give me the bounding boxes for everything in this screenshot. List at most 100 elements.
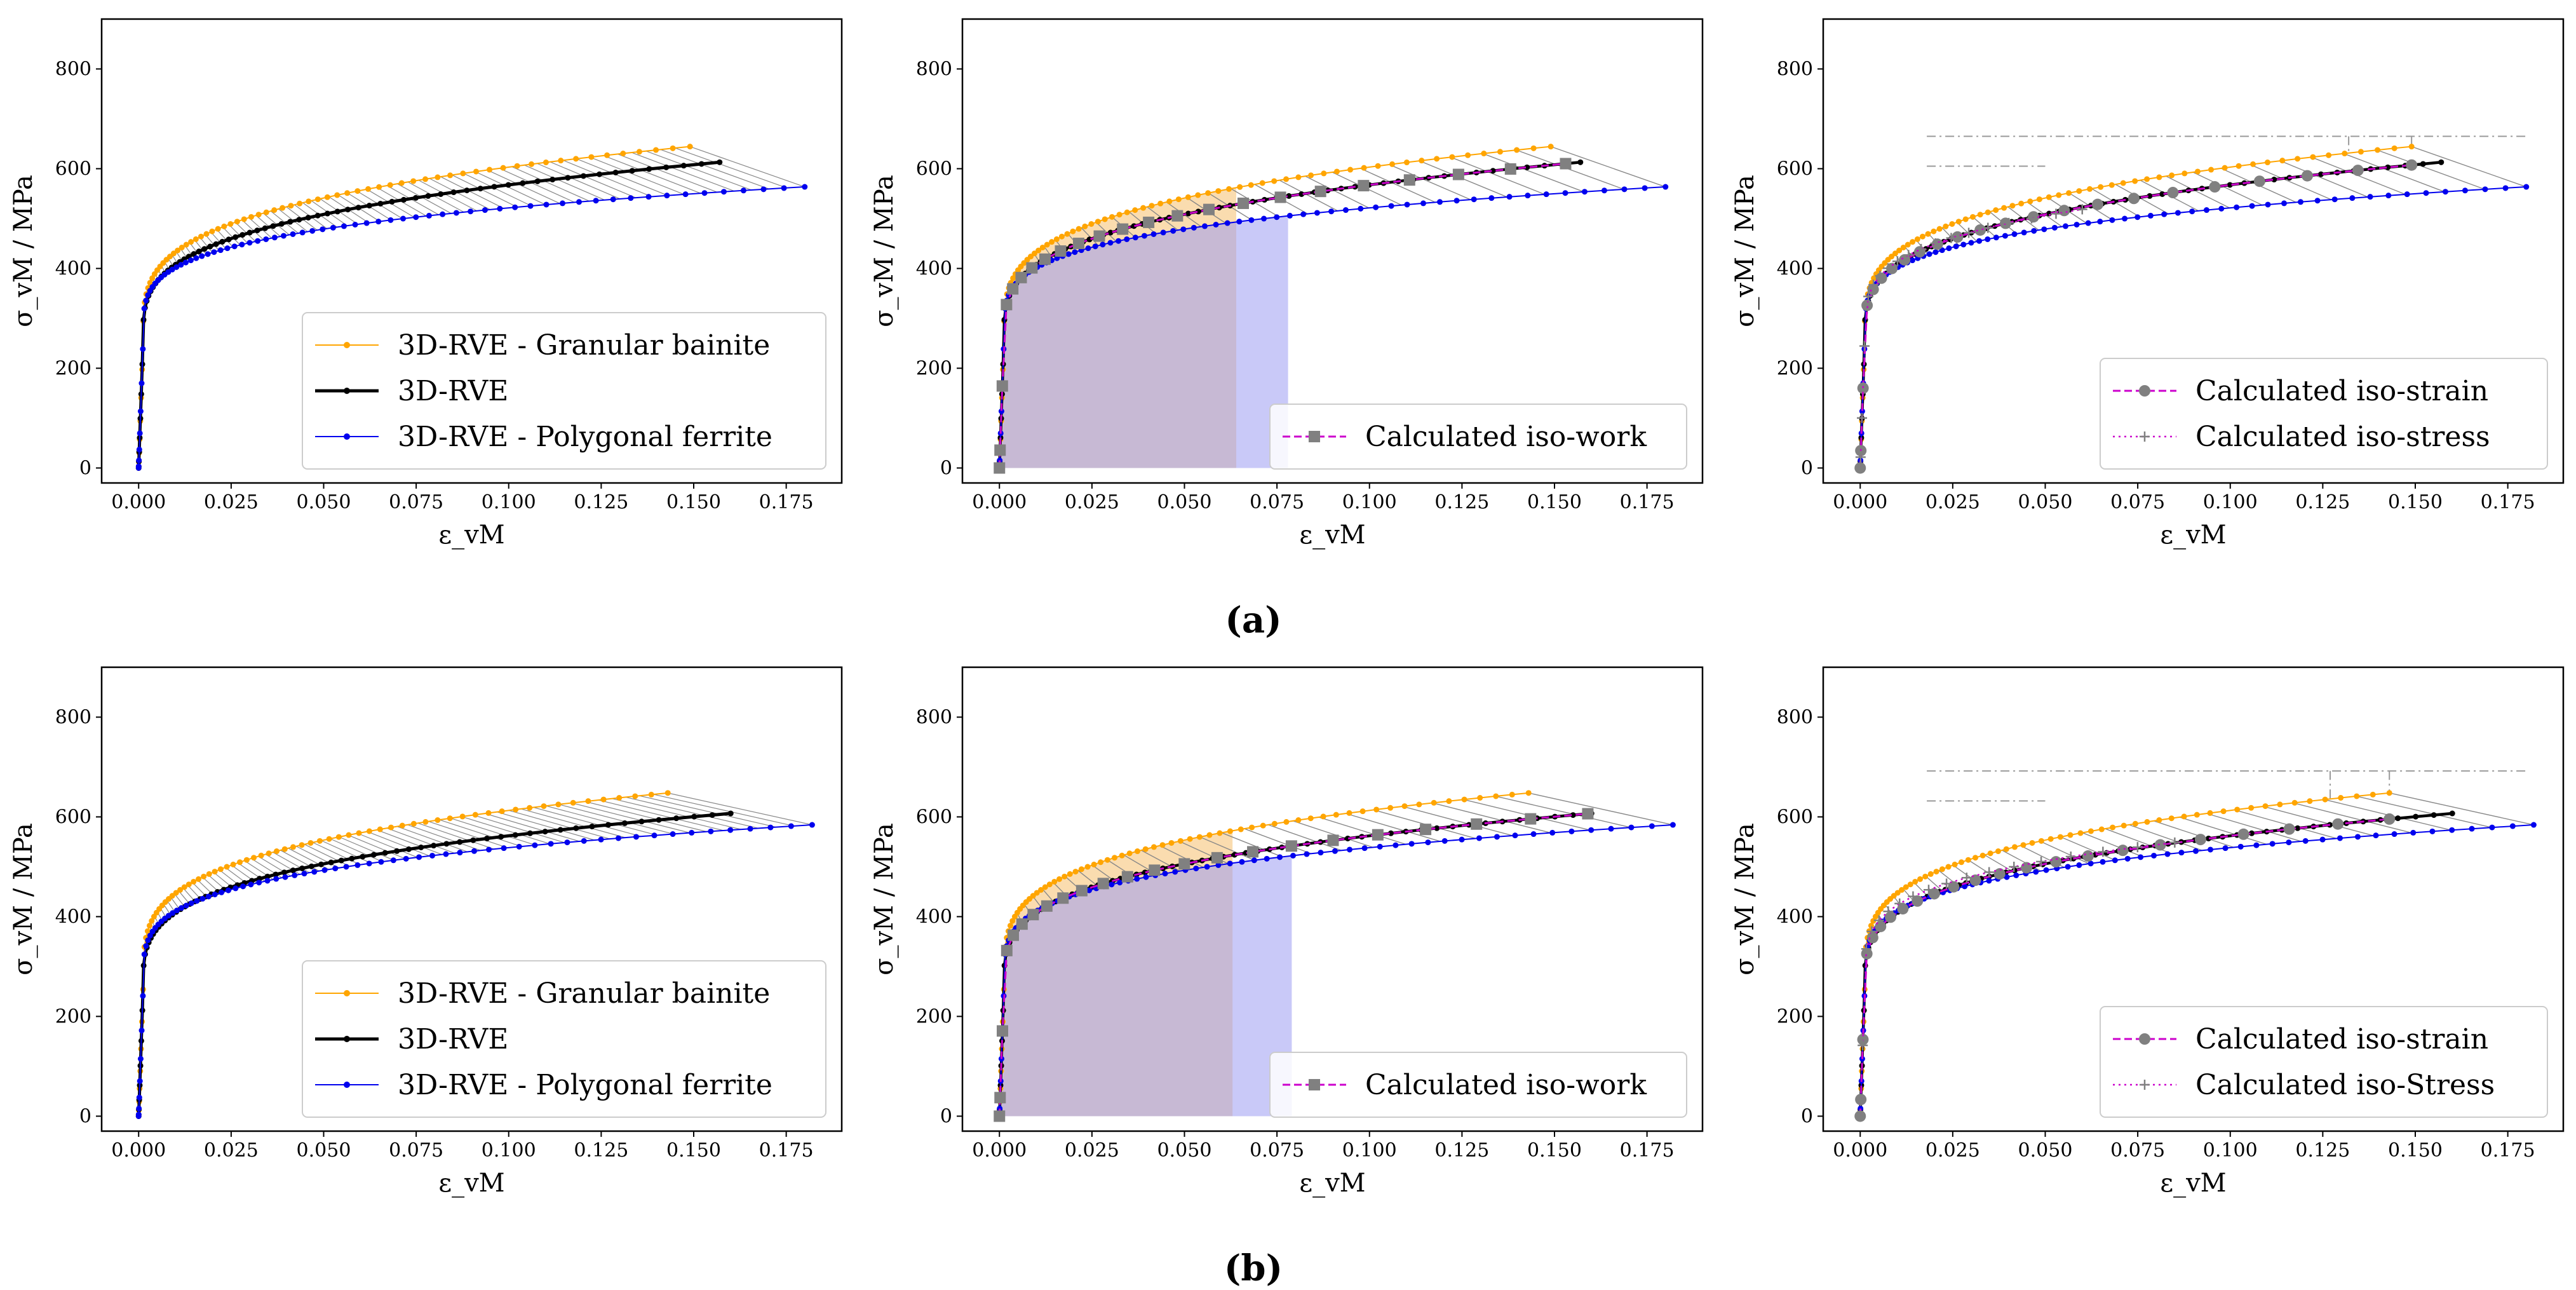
x-tick-label: 0.125 <box>574 491 628 513</box>
point-ferrite <box>138 380 145 386</box>
point-bainite <box>447 815 453 822</box>
legend: Calculated iso-work <box>1269 404 1687 470</box>
point-calc <box>994 462 1006 474</box>
point-bainite <box>1078 866 1084 872</box>
x-tick-label: 0.025 <box>1925 491 1980 513</box>
legend-label: 3D-RVE <box>398 1023 508 1056</box>
point-ferrite <box>1072 249 1078 255</box>
tie-line <box>396 825 468 852</box>
point-calc <box>1452 168 1464 180</box>
point-ferrite <box>501 845 507 852</box>
point-rve <box>1434 825 1440 831</box>
shaded-area-ferrite <box>999 855 1292 1117</box>
point-bainite <box>1035 247 1042 254</box>
point-rve <box>382 850 388 856</box>
y-axis-label: σ_vM / MPa <box>870 175 899 327</box>
point-bainite <box>2386 790 2392 796</box>
point-bainite <box>410 820 417 827</box>
point-ferrite <box>2033 869 2039 875</box>
point-ferrite <box>2031 227 2037 234</box>
point-ferrite <box>2218 205 2225 212</box>
point-calc_stress <box>2098 846 2108 857</box>
point-ferrite <box>1332 848 1338 854</box>
point-calc_stress <box>1858 1040 1868 1050</box>
legend-label: Calculated iso-Stress <box>2195 1069 2495 1101</box>
point-ferrite <box>1239 859 1245 865</box>
point-bainite <box>616 795 623 801</box>
tie-line <box>487 169 560 204</box>
point-bainite <box>2342 151 2348 157</box>
point-bainite <box>258 852 264 859</box>
point-ferrite <box>1224 220 1231 226</box>
point-bainite <box>2169 172 2175 179</box>
axes-frame <box>961 18 1704 484</box>
point-rve <box>412 194 419 201</box>
tie-line <box>611 798 741 830</box>
point-bainite <box>316 838 323 844</box>
point-bainite <box>670 145 676 151</box>
tie-line <box>537 163 621 200</box>
point-ferrite <box>1134 876 1140 882</box>
point-ferrite <box>390 857 396 864</box>
tie-line <box>475 171 546 205</box>
point-ferrite <box>2442 189 2448 195</box>
point-ferrite <box>2076 862 2082 868</box>
point-bainite <box>1481 151 1487 157</box>
point-rve <box>557 827 563 833</box>
point-ferrite <box>2249 203 2255 209</box>
x-tick-label: 0.075 <box>389 1139 443 1162</box>
plot-area <box>135 144 808 471</box>
y-tick-label: 400 <box>916 906 952 928</box>
x-tick-label: 0.050 <box>2018 491 2073 513</box>
tie-line <box>189 242 201 257</box>
point-rve <box>2413 813 2419 820</box>
point-ferrite <box>1274 214 1280 221</box>
point-ferrite <box>689 829 695 836</box>
tie-line <box>584 801 707 832</box>
point-rve <box>389 198 395 205</box>
point-calc_stress <box>1855 463 1866 473</box>
point-bainite <box>2156 817 2162 824</box>
axes-frame <box>1822 666 2565 1132</box>
point-calc <box>1952 231 1964 243</box>
point-calc <box>1016 918 1028 930</box>
point-ferrite <box>188 900 194 906</box>
point-bainite <box>2222 165 2228 171</box>
legend-label: 3D-RVE - Granular bainite <box>398 329 770 362</box>
point-rve <box>1570 812 1576 818</box>
point-bainite <box>1907 881 1913 888</box>
point-ferrite <box>720 189 727 195</box>
point-rve <box>325 210 331 217</box>
plot-area <box>1854 135 2530 474</box>
point-bainite <box>2144 176 2150 182</box>
point-rve <box>262 225 268 231</box>
y-tick-label: 600 <box>55 158 91 180</box>
point-bainite <box>1271 820 1278 827</box>
point-rve <box>470 837 476 843</box>
point-calc <box>1912 895 1924 907</box>
y-tick-label: 400 <box>916 257 952 280</box>
tie-line <box>235 222 256 242</box>
point-rve <box>2147 193 2153 199</box>
point-ferrite <box>2203 207 2209 214</box>
point-bainite <box>196 876 202 882</box>
point-ferrite <box>1314 210 1320 216</box>
point-calc <box>2028 211 2040 223</box>
legend-box <box>2100 358 2548 470</box>
point-rve <box>2449 810 2455 817</box>
tie-line <box>550 161 636 198</box>
point-calc <box>1471 818 1483 830</box>
point-bainite <box>1387 805 1394 811</box>
point-calc <box>1875 920 1887 932</box>
point-bainite <box>1403 160 1410 166</box>
point-bainite <box>2027 198 2033 205</box>
point-calc_stress <box>1863 291 1874 302</box>
point-ferrite <box>2062 223 2068 229</box>
point-bainite <box>1333 168 1340 175</box>
point-bainite <box>459 813 466 820</box>
point-bainite <box>2003 846 2009 852</box>
point-ferrite <box>2192 848 2199 854</box>
point-calc <box>1093 230 1105 242</box>
point-bainite <box>2277 801 2283 808</box>
point-rve <box>1195 208 1201 215</box>
